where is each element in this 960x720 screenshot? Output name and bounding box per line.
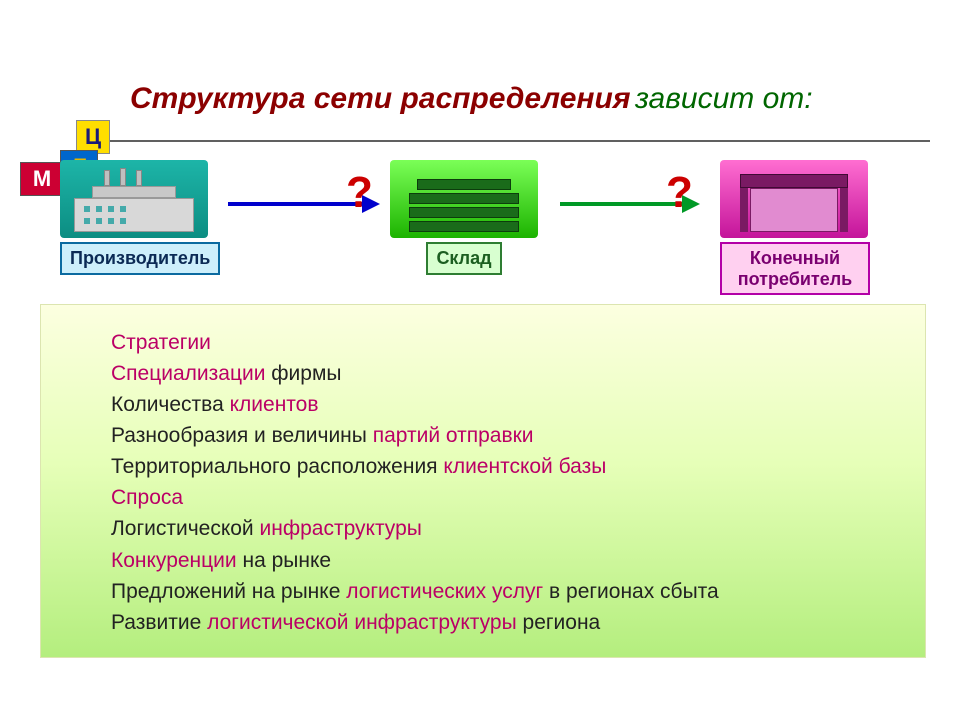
list-item: Спроса: [111, 482, 897, 513]
logo-letter-c: Ц: [76, 120, 110, 154]
emphasized-text: Стратегии: [111, 331, 211, 354]
slide-title: Структура сети распределения зависит от:: [130, 82, 930, 116]
plain-text: Территориального расположения: [111, 455, 443, 478]
emphasized-text: клиентов: [230, 393, 319, 416]
list-item: Конкуренции на рынке: [111, 545, 897, 576]
plain-text: Развитие: [111, 611, 207, 634]
list-item: Развитие логистической инфраструктуры ре…: [111, 607, 897, 638]
store-icon: [720, 160, 868, 238]
node-producer-label: Производитель: [60, 242, 220, 275]
title-underline: [88, 140, 930, 142]
emphasized-text: Специализации: [111, 362, 265, 385]
question-mark-1: ?: [346, 168, 373, 218]
plain-text: Логистической: [111, 517, 260, 540]
question-mark-2: ?: [666, 168, 693, 218]
node-consumer-label: Конечный потребитель: [720, 242, 870, 295]
emphasized-text: клиентской базы: [443, 455, 606, 478]
list-item: Логистической инфраструктуры: [111, 513, 897, 544]
plain-text: на рынке: [237, 549, 331, 572]
emphasized-text: Спроса: [111, 486, 183, 509]
plain-text: Количества: [111, 393, 230, 416]
list-item: Предложений на рынке логистических услуг…: [111, 576, 897, 607]
distribution-flow-diagram: Производитель Склад Конечный потребитель…: [50, 150, 930, 300]
factory-icon: [60, 160, 208, 238]
node-warehouse: Склад: [390, 160, 538, 275]
plain-text: Предложений на рынке: [111, 580, 346, 603]
emphasized-text: логистической инфраструктуры: [207, 611, 517, 634]
plain-text: фирмы: [265, 362, 341, 385]
emphasized-text: Конкуренции: [111, 549, 237, 572]
plain-text: в регионах сбыта: [543, 580, 719, 603]
plain-text: Разнообразия и величины: [111, 424, 373, 447]
list-item: Территориального расположения клиентской…: [111, 451, 897, 482]
list-item: Специализации фирмы: [111, 358, 897, 389]
plain-text: региона: [517, 611, 601, 634]
factors-list-box: СтратегииСпециализации фирмыКоличества к…: [40, 304, 926, 658]
node-warehouse-label: Склад: [426, 242, 501, 275]
title-main: Структура сети распределения: [130, 82, 631, 115]
title-sub: зависит от:: [635, 82, 813, 115]
list-item: Разнообразия и величины партий отправки: [111, 420, 897, 451]
emphasized-text: инфраструктуры: [260, 517, 422, 540]
warehouse-icon: [390, 160, 538, 238]
emphasized-text: логистических услуг: [346, 580, 543, 603]
emphasized-text: партий отправки: [373, 424, 534, 447]
list-item: Количества клиентов: [111, 389, 897, 420]
list-item: Стратегии: [111, 327, 897, 358]
node-consumer: Конечный потребитель: [720, 160, 870, 295]
node-producer: Производитель: [60, 160, 220, 275]
